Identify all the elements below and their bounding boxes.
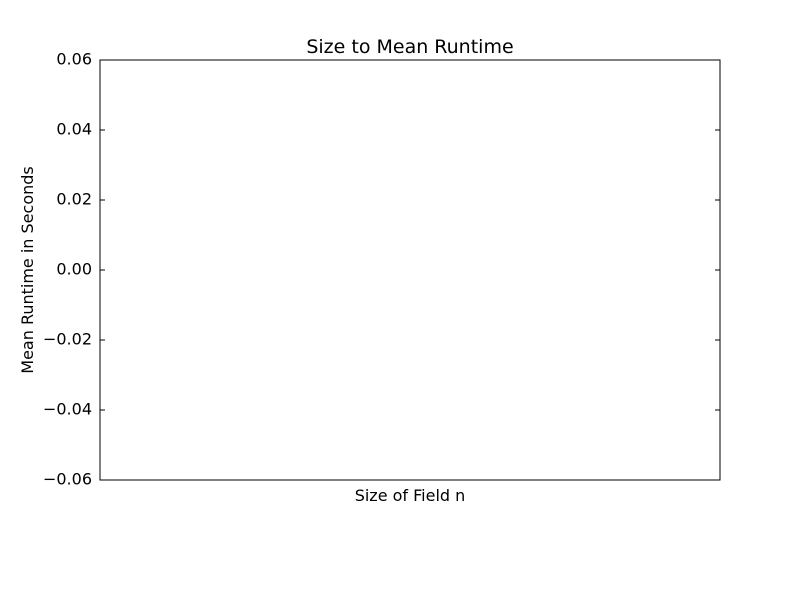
- y-tick-label: 0.04: [56, 120, 92, 139]
- y-tick-label: 0.06: [56, 50, 92, 69]
- chart-title: Size to Mean Runtime: [306, 36, 513, 58]
- plot-frame: [99, 59, 721, 481]
- y-tick-label: −0.04: [43, 400, 92, 419]
- y-tick-label: −0.02: [43, 330, 92, 349]
- x-axis-label: Size of Field n: [355, 486, 466, 505]
- y-axis-label: Mean Runtime in Seconds: [18, 166, 37, 373]
- y-tick-label: 0.00: [56, 260, 92, 279]
- y-tick-label: −0.06: [43, 470, 92, 489]
- y-tick-label: 0.02: [56, 190, 92, 209]
- y-axis-ticks: 0.06 0.04 0.02 0.00 −0.02 −0.04 −0.06: [43, 50, 720, 489]
